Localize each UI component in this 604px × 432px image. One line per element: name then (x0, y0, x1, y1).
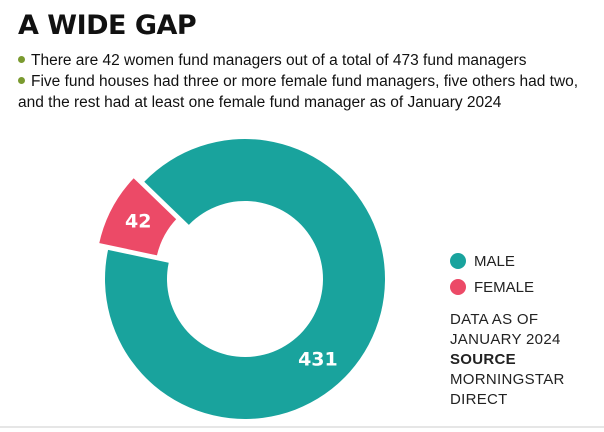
data-note: DATA AS OF JANUARY 2024 SOURCE MORNINGST… (450, 310, 600, 410)
bullet-item: Five fund houses had three or more femal… (18, 71, 598, 113)
source-label: SOURCE (450, 351, 516, 368)
legend-swatch-male (450, 253, 466, 269)
donut-slice-female (95, 174, 181, 259)
legend-item-female: FEMALE (450, 274, 600, 300)
bullet-dot-icon (18, 77, 25, 85)
bullet-item: There are 42 women fund managers out of … (18, 50, 598, 71)
bullet-text: There are 42 women fund managers out of … (31, 52, 527, 69)
bullet-dot-icon (18, 56, 25, 64)
legend: MALE FEMALE DATA AS OF JANUARY 2024 SOUR… (450, 248, 600, 410)
legend-label-female: FEMALE (474, 278, 535, 296)
data-as-of: DATA AS OF JANUARY 2024 (450, 311, 561, 348)
source-value: MORNINGSTAR DIRECT (450, 371, 565, 408)
legend-swatch-female (450, 279, 466, 295)
chart-title: A WIDE GAP (18, 10, 197, 41)
data-label-male: 431 (298, 349, 338, 371)
bullet-text: Five fund houses had three or more femal… (18, 73, 579, 111)
bullet-list: There are 42 women fund managers out of … (18, 50, 598, 113)
donut-slice-male (105, 138, 386, 419)
legend-item-male: MALE (450, 248, 600, 274)
divider (0, 426, 604, 428)
data-label-female: 42 (125, 211, 151, 233)
legend-label-male: MALE (474, 252, 515, 270)
